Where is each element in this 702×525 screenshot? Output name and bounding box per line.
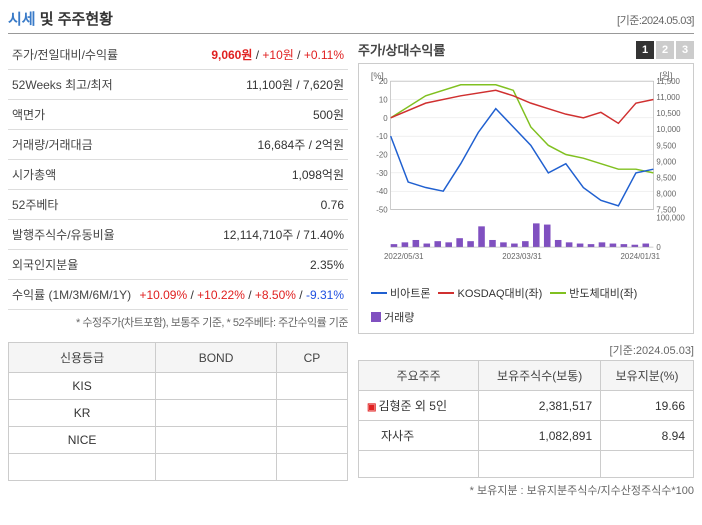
row-value: 12,114,710주 / 71.40% — [135, 220, 348, 250]
chart-tabs: 1 2 3 — [636, 41, 694, 59]
table-row: 시가총액1,098억원 — [8, 160, 348, 190]
table-row: 수익률 (1M/3M/6M/1Y) +10.09% / +10.22% / +8… — [8, 280, 348, 310]
svg-text:9,500: 9,500 — [656, 141, 676, 150]
row-value: 2.35% — [135, 250, 348, 280]
row-value: 0.76 — [135, 190, 348, 220]
col-header: BOND — [156, 343, 277, 373]
shareholders-table: 주요주주 보유주식수(보통) 보유지분(%) ▣김형준 외 5인 2,381,5… — [358, 360, 694, 478]
shareholders-footnote: * 보유지분 : 보유지분주식수/지수산정주식수*100 — [358, 482, 694, 498]
table-row: 발행주식수/유동비율12,114,710주 / 71.40% — [8, 220, 348, 250]
chart-area: [%][원]20100-10-20-30-40-5011,50011,00010… — [358, 63, 694, 334]
row-label: 주가/전일대비/수익률 — [8, 40, 135, 70]
legend-item: KOSDAQ대비(좌) — [438, 285, 542, 301]
table-row: 52주베타0.76 — [8, 190, 348, 220]
row-label: 거래량/거래대금 — [8, 130, 135, 160]
title-rest: 및 주주현황 — [36, 11, 113, 28]
price-table: 주가/전일대비/수익률 9,060원 / +10원 / +0.11% 52Wee… — [8, 40, 348, 310]
svg-text:100,000: 100,000 — [656, 213, 685, 222]
svg-text:10,500: 10,500 — [656, 109, 681, 118]
table-row: ▣김형준 외 5인 2,381,517 19.66 — [359, 391, 694, 421]
legend-item: 거래량 — [371, 309, 414, 325]
chart-tab-3[interactable]: 3 — [676, 41, 694, 59]
svg-text:-30: -30 — [376, 169, 388, 178]
expand-icon[interactable]: ▣ — [367, 402, 376, 413]
row-label: 외국인지분율 — [8, 250, 135, 280]
chart-tab-1[interactable]: 1 — [636, 41, 654, 59]
title-accent: 시세 — [8, 11, 36, 28]
table-row — [9, 454, 348, 481]
row-value: 500원 — [135, 100, 348, 130]
row-label: 52주베타 — [8, 190, 135, 220]
col-header: 보유지분(%) — [601, 361, 694, 391]
svg-text:8,500: 8,500 — [656, 173, 676, 182]
svg-text:0: 0 — [656, 243, 661, 252]
svg-text:-10: -10 — [376, 132, 388, 141]
price-footnote: * 수정주가(차트포함), 보통주 기준, * 52주베타: 주간수익률 기준 — [8, 314, 348, 330]
col-header: 신용등급 — [9, 343, 156, 373]
table-row: NICE — [9, 427, 348, 454]
shareholders-date: [기준:2024.05.03] — [358, 342, 694, 358]
chart-svg: [%][원]20100-10-20-30-40-5011,50011,00010… — [363, 68, 689, 278]
row-value: 16,684주 / 2억원 — [135, 130, 348, 160]
chart-title: 주가/상대수익률 — [358, 40, 445, 59]
row-value: 9,060원 / +10원 / +0.11% — [135, 40, 348, 70]
svg-text:0: 0 — [383, 114, 388, 123]
svg-text:8,000: 8,000 — [656, 189, 676, 198]
svg-text:-50: -50 — [376, 206, 388, 215]
chart-tab-2[interactable]: 2 — [656, 41, 674, 59]
table-row: 주가/전일대비/수익률 9,060원 / +10원 / +0.11% — [8, 40, 348, 70]
svg-text:2023/03/31: 2023/03/31 — [502, 252, 541, 261]
svg-text:-40: -40 — [376, 187, 388, 196]
table-row: 액면가500원 — [8, 100, 348, 130]
table-row — [359, 451, 694, 478]
svg-text:11,500: 11,500 — [656, 77, 680, 86]
row-label: 수익률 (1M/3M/6M/1Y) — [8, 280, 135, 310]
svg-text:20: 20 — [379, 77, 388, 86]
credit-table: 신용등급 BOND CP KIS KR NICE — [8, 342, 348, 481]
table-row: 외국인지분율2.35% — [8, 250, 348, 280]
col-header: CP — [276, 343, 347, 373]
section-header: 시세 및 주주현황 [기준:2024.05.03] — [8, 8, 694, 34]
col-header: 보유주식수(보통) — [479, 361, 601, 391]
table-row: 52Weeks 최고/최저11,100원 / 7,620원 — [8, 70, 348, 100]
table-row: KIS — [9, 373, 348, 400]
row-value: 1,098억원 — [135, 160, 348, 190]
legend-item: 비아트론 — [371, 285, 430, 301]
table-row: 거래량/거래대금16,684주 / 2억원 — [8, 130, 348, 160]
svg-text:2024/01/31: 2024/01/31 — [621, 252, 661, 261]
svg-text:-20: -20 — [376, 150, 388, 159]
svg-text:10,000: 10,000 — [656, 125, 681, 134]
svg-text:2022/05/31: 2022/05/31 — [384, 252, 424, 261]
svg-text:11,000: 11,000 — [656, 93, 680, 102]
table-row: 자사주 1,082,891 8.94 — [359, 421, 694, 451]
row-value: 11,100원 / 7,620원 — [135, 70, 348, 100]
row-label: 시가총액 — [8, 160, 135, 190]
row-label: 액면가 — [8, 100, 135, 130]
section-title: 시세 및 주주현황 — [8, 8, 113, 29]
header-date: [기준:2024.05.03] — [617, 12, 694, 28]
svg-text:9,000: 9,000 — [656, 157, 676, 166]
row-label: 52Weeks 최고/최저 — [8, 70, 135, 100]
svg-text:10: 10 — [379, 95, 388, 104]
chart-legend: 비아트론 KOSDAQ대비(좌) 반도체대비(좌) 거래량 — [363, 281, 689, 329]
legend-item: 반도체대비(좌) — [550, 285, 637, 301]
col-header: 주요주주 — [359, 361, 479, 391]
table-row: KR — [9, 400, 348, 427]
row-value: +10.09% / +10.22% / +8.50% / -9.31% — [135, 280, 348, 310]
row-label: 발행주식수/유동비율 — [8, 220, 135, 250]
